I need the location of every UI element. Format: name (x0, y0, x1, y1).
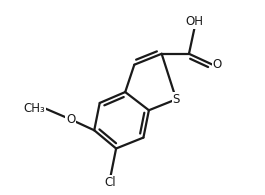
Text: S: S (173, 93, 180, 106)
Text: Cl: Cl (105, 176, 116, 189)
Text: CH₃: CH₃ (23, 102, 45, 115)
Text: O: O (66, 113, 75, 126)
Text: OH: OH (186, 15, 204, 28)
Text: O: O (213, 58, 222, 71)
